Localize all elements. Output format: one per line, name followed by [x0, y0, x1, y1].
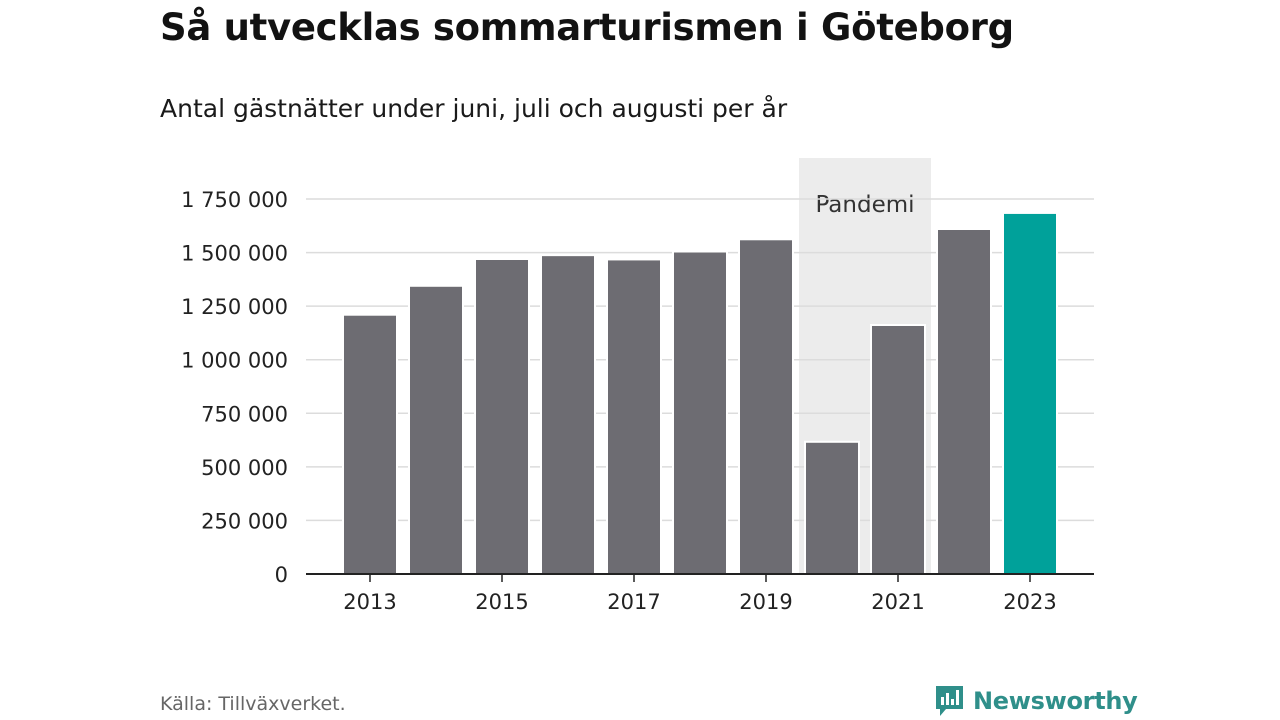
x-tick-label: 2013 — [343, 590, 396, 614]
bar-2019 — [738, 238, 794, 576]
bar-2017 — [606, 258, 662, 575]
bar-2022 — [936, 228, 992, 575]
brand-name: Newsworthy — [973, 687, 1138, 715]
x-tick-label: 2023 — [1003, 590, 1056, 614]
x-tick-label: 2021 — [871, 590, 924, 614]
bar-2023 — [1002, 211, 1058, 576]
axes — [306, 573, 1094, 582]
x-tick-label: 2019 — [739, 590, 792, 614]
x-tick-label: 2015 — [475, 590, 528, 614]
brand-logo: Newsworthy — [934, 684, 1138, 718]
bar-2015 — [474, 258, 530, 575]
bar-2013 — [342, 313, 398, 575]
y-tick-label: 1 750 000 — [181, 188, 288, 212]
pandemic-label: Pandemi — [815, 192, 914, 218]
y-tick-label: 250 000 — [201, 509, 288, 533]
bars — [342, 211, 1058, 576]
x-tick-label: 2017 — [607, 590, 660, 614]
y-tick-label: 500 000 — [201, 456, 288, 480]
chart-title: Så utvecklas sommarturismen i Göteborg — [160, 6, 1014, 49]
y-tick-label: 750 000 — [201, 402, 288, 426]
newsworthy-logo-icon — [936, 686, 963, 716]
y-tick-label: 1 250 000 — [181, 295, 288, 319]
bar-2014 — [408, 284, 464, 575]
y-tick-label: 1 000 000 — [181, 349, 288, 373]
bar-2020 — [804, 440, 860, 575]
y-tick-label: 0 — [275, 563, 288, 587]
bar-chart: Pandemi 0 250 000 500 000 750 000 1 000 000 1… — [181, 158, 1094, 614]
bar-2018 — [672, 250, 728, 575]
chart-subtitle: Antal gästnätter under juni, juli och au… — [160, 94, 788, 123]
bar-2021 — [870, 324, 926, 575]
bar-2016 — [540, 254, 596, 575]
source-note: Källa: Tillväxverket. — [160, 693, 346, 715]
tick-labels: 0 250 000 500 000 750 000 1 000 000 1 250 000… — [181, 188, 1057, 614]
y-tick-label: 1 500 000 — [181, 242, 288, 266]
